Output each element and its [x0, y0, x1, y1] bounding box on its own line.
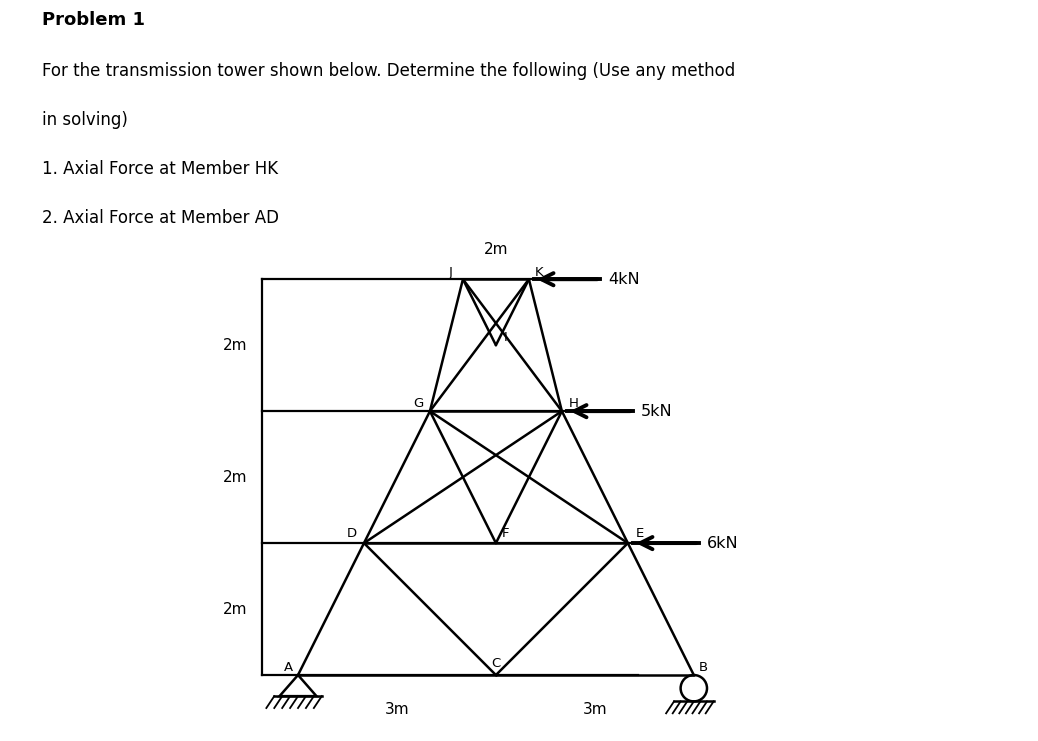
Text: in solving): in solving): [42, 111, 128, 129]
Text: B: B: [700, 661, 708, 674]
Text: 2m: 2m: [223, 338, 248, 353]
Text: 3m: 3m: [582, 702, 607, 717]
Text: 1. Axial Force at Member HK: 1. Axial Force at Member HK: [42, 160, 277, 178]
Text: C: C: [491, 657, 500, 670]
Text: A: A: [283, 661, 293, 674]
Text: H: H: [569, 396, 579, 410]
Text: 2m: 2m: [223, 602, 248, 617]
Text: Problem 1: Problem 1: [42, 11, 144, 29]
Text: G: G: [413, 396, 424, 410]
Text: 3m: 3m: [385, 702, 409, 717]
Text: 6kN: 6kN: [707, 536, 739, 551]
Text: 2m: 2m: [223, 470, 248, 485]
Text: 2m: 2m: [484, 242, 509, 257]
Text: I: I: [503, 330, 508, 344]
Text: 2. Axial Force at Member AD: 2. Axial Force at Member AD: [42, 209, 278, 227]
Text: J: J: [449, 266, 453, 279]
Text: 5kN: 5kN: [641, 404, 673, 419]
Text: 4kN: 4kN: [608, 272, 639, 287]
Text: D: D: [347, 527, 357, 539]
Text: F: F: [502, 527, 510, 539]
Text: E: E: [635, 527, 644, 539]
Text: K: K: [535, 266, 543, 279]
Text: For the transmission tower shown below. Determine the following (Use any method: For the transmission tower shown below. …: [42, 62, 735, 80]
